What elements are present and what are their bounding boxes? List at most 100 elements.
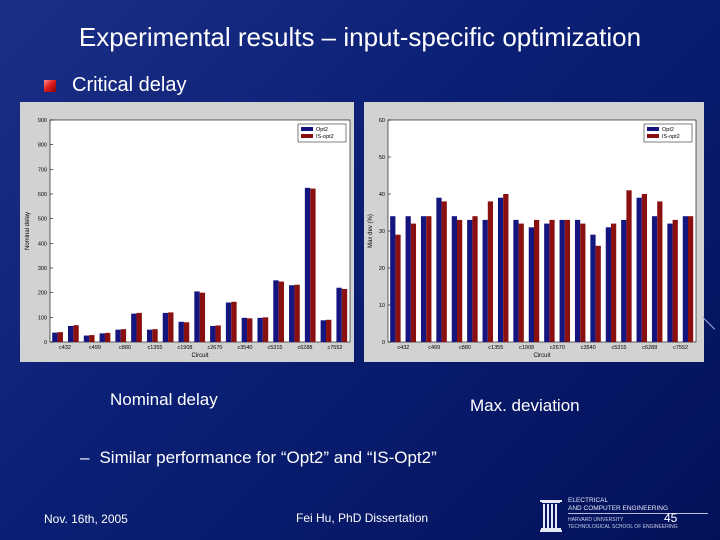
x-tick-label: c432: [59, 345, 71, 351]
y-tick-label: 700: [38, 167, 47, 173]
bar-opt2: [467, 219, 473, 342]
bar-isopt2: [152, 329, 158, 342]
bar-isopt2: [672, 219, 678, 342]
bar-opt2: [621, 219, 627, 342]
bar-isopt2: [183, 322, 190, 342]
x-tick-label: c7552: [328, 345, 343, 351]
chart-nominal-delay-svg: 0 100 200 300 400 500 600 700 800 900 c432 c499 c880…: [20, 102, 354, 362]
y-tick-label: 50: [379, 155, 385, 161]
bar-opt2: [273, 280, 279, 342]
bar-isopt2: [564, 219, 571, 342]
x-tick-label: c499: [89, 345, 101, 351]
logo-line2: AND COMPUTER ENGINEERING: [568, 505, 668, 512]
legend-swatch: [301, 127, 313, 131]
footer-author: Fei Hu, PhD Dissertation: [296, 511, 429, 525]
y-tick-label: 30: [379, 229, 385, 235]
university-logo: ELECTRICAL AND COMPUTER ENGINEERING HARV…: [540, 497, 708, 532]
bar-isopt2: [487, 201, 494, 342]
bar-opt2: [304, 187, 311, 342]
slide-title: Experimental results – input-specific op…: [78, 22, 642, 52]
legend-label: IS-opt2: [316, 134, 334, 140]
bar-opt2: [131, 313, 137, 342]
logo-line4: TECHNOLOGICAL SCHOOL OF ENGINEERING: [568, 524, 678, 530]
y-tick-label: 800: [38, 143, 47, 149]
bar-isopt2: [168, 312, 174, 342]
bar-opt2: [194, 291, 200, 342]
y-tick-label: 400: [38, 241, 47, 247]
caption-nominal-delay: Nominal delay: [110, 390, 218, 409]
bar-isopt2: [657, 201, 663, 342]
bar-opt2: [482, 219, 488, 342]
y-tick-label: 100: [38, 315, 47, 321]
bar-isopt2: [426, 216, 432, 342]
x-tick-label: c1355: [148, 345, 163, 351]
bar-isopt2: [641, 194, 648, 342]
plot-area: [387, 119, 697, 343]
x-tick-label: c3540: [238, 345, 253, 351]
bar-isopt2: [73, 325, 79, 342]
logo-line3: HARVARD UNIVERSITY: [568, 517, 624, 523]
legend-swatch: [301, 134, 313, 138]
bar-opt2: [320, 320, 326, 342]
bar-opt2: [451, 216, 457, 342]
bar-isopt2: [610, 223, 617, 342]
y-tick-label: 0: [44, 340, 47, 346]
bar-opt2: [528, 227, 534, 342]
y-tick-label: 60: [379, 118, 385, 124]
chart-max-deviation-svg: 0 10 20 30 40 50 60 c432 c499 c880 c1355 c1908 c2670…: [364, 102, 704, 362]
bar-opt2: [210, 325, 216, 342]
bar-opt2: [115, 329, 121, 342]
bar-isopt2: [595, 245, 601, 342]
bar-opt2: [513, 219, 519, 342]
bar-isopt2: [326, 319, 332, 342]
bar-opt2: [667, 223, 673, 342]
x-tick-label: c880: [459, 345, 471, 351]
bar-opt2: [559, 219, 565, 342]
bar-isopt2: [136, 312, 142, 342]
bar-opt2: [436, 197, 442, 342]
footer-date: Nov. 16th, 2005: [44, 512, 128, 526]
bullet-critical-delay: Critical delay: [44, 74, 186, 97]
x-tick-label: c432: [397, 345, 409, 351]
bar-isopt2: [533, 219, 540, 342]
bar-opt2: [390, 216, 396, 342]
y-tick-label: 20: [379, 266, 385, 272]
bar-isopt2: [395, 234, 401, 342]
x-tick-label: c2670: [550, 345, 565, 351]
sub-bullet-text: Similar performance for “Opt2” and “IS-O…: [99, 448, 437, 467]
bar-opt2: [257, 317, 263, 342]
bar-isopt2: [410, 223, 417, 342]
x-tick-label: c5315: [612, 345, 627, 351]
bar-isopt2: [687, 216, 694, 342]
legend-swatch: [647, 134, 659, 138]
bar-opt2: [651, 216, 658, 342]
bar-opt2: [178, 321, 184, 342]
bar-opt2: [636, 197, 642, 342]
y-tick-label: 300: [38, 266, 47, 272]
bar-isopt2: [120, 329, 127, 342]
bullet-square-icon: [44, 79, 56, 92]
x-tick-label: c7552: [673, 345, 688, 351]
bar-opt2: [68, 325, 74, 342]
bar-isopt2: [199, 292, 206, 342]
y-tick-label: 900: [38, 118, 47, 124]
y-tick-label: 40: [379, 192, 385, 198]
bar-opt2: [605, 227, 611, 342]
y-tick-label: 600: [38, 192, 47, 198]
y-tick-label: 0: [382, 340, 385, 346]
bar-isopt2: [294, 284, 300, 342]
legend-label: Opt2: [316, 127, 328, 133]
x-tick-label: c3540: [581, 345, 596, 351]
bar-isopt2: [231, 301, 237, 342]
x-tick-label: c1908: [178, 345, 193, 351]
x-tick-label: c880: [119, 345, 131, 351]
bar-isopt2: [518, 223, 524, 342]
bar-opt2: [83, 335, 90, 342]
bar-opt2: [590, 234, 596, 342]
legend-swatch: [647, 127, 659, 131]
bar-opt2: [574, 219, 581, 342]
bar-isopt2: [441, 201, 447, 342]
x-tick-label: c6288: [642, 345, 657, 351]
bar-isopt2: [503, 194, 509, 342]
bar-isopt2: [472, 216, 478, 342]
